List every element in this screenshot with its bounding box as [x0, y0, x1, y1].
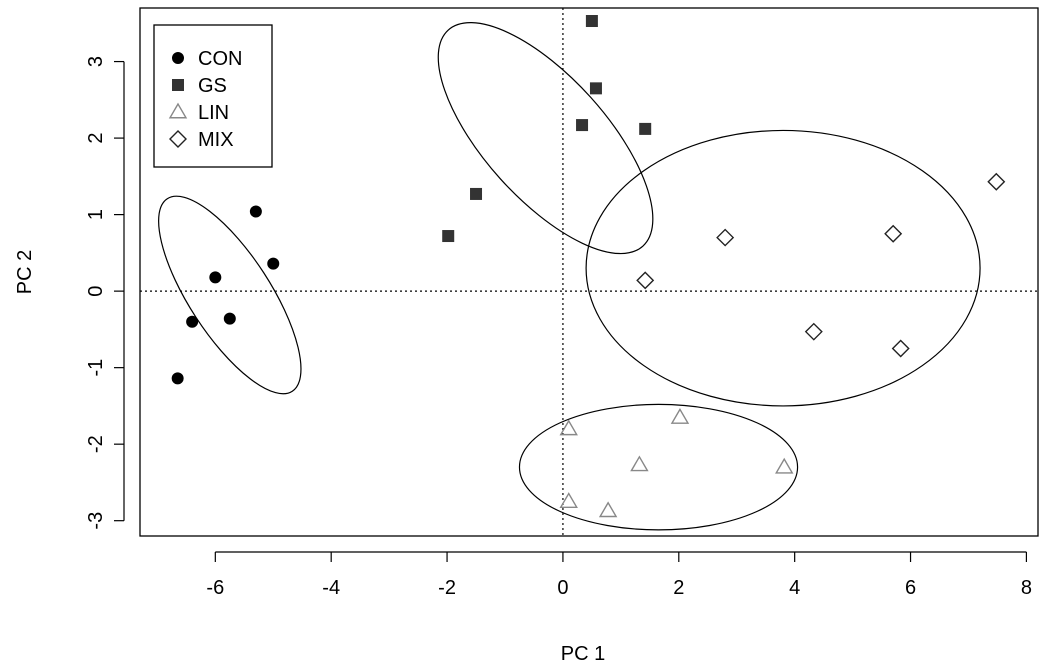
cluster-ellipses [158, 22, 981, 531]
plot-frame [139, 7, 1039, 537]
point-gs [576, 119, 589, 132]
data-points [171, 15, 1006, 518]
y-tick-label: 3 [85, 56, 107, 67]
legend-marker-mix [169, 130, 187, 148]
ellipse-gs [437, 22, 654, 255]
point-con [249, 205, 262, 218]
y-tick-label: 1 [85, 209, 107, 220]
y-axis-title: PC 2 [14, 250, 36, 294]
point-mix [804, 322, 823, 341]
y-tick-label: -3 [85, 512, 107, 530]
point-lin [559, 492, 578, 509]
x-tick-label: 0 [557, 577, 568, 599]
point-mix [716, 228, 735, 247]
point-gs [585, 15, 598, 28]
legend-label-lin: LIN [198, 102, 229, 124]
reference-lines [140, 8, 1038, 536]
legend-marker-con [172, 52, 184, 64]
x-axis-title: PC 1 [561, 643, 605, 665]
point-mix [987, 172, 1006, 191]
legend-marker-gs [172, 79, 184, 91]
legend-label-con: CON [198, 48, 242, 70]
legend-marker-lin [168, 102, 188, 119]
point-lin [630, 455, 649, 472]
point-gs [589, 82, 602, 95]
y-tick-label: -1 [85, 359, 107, 377]
point-con [186, 315, 199, 328]
legend-label-gs: GS [198, 75, 227, 97]
point-lin [598, 501, 618, 518]
ellipse-con [158, 195, 302, 395]
ellipse-lin [518, 403, 799, 531]
legend: CON GS LIN MIX [153, 24, 273, 168]
point-gs [470, 187, 483, 200]
y-axis: -3 -2 -1 0 1 2 3 [85, 56, 125, 530]
ellipse-mix [585, 129, 981, 407]
y-tick-label: 0 [85, 286, 107, 297]
x-tick-label: 2 [673, 577, 684, 599]
point-mix [891, 339, 910, 358]
x-tick-label: -6 [206, 577, 224, 599]
point-con [171, 372, 184, 385]
x-tick-label: -4 [322, 577, 340, 599]
y-tick-label: 2 [85, 133, 107, 144]
point-gs [442, 230, 455, 243]
x-tick-label: 8 [1021, 577, 1032, 599]
y-tick-label: -2 [85, 435, 107, 453]
point-con [223, 312, 236, 325]
point-con [209, 271, 222, 284]
point-con [267, 257, 280, 270]
x-tick-label: -2 [438, 577, 456, 599]
point-lin [775, 457, 794, 474]
point-lin [670, 407, 690, 424]
point-gs [639, 122, 652, 135]
point-mix [884, 224, 903, 243]
point-mix [636, 271, 655, 290]
x-tick-label: 4 [789, 577, 800, 599]
point-lin [559, 419, 578, 436]
x-axis: -6 -4 -2 0 2 4 6 8 [206, 551, 1032, 599]
x-tick-label: 6 [905, 577, 916, 599]
legend-label-mix: MIX [198, 129, 234, 151]
